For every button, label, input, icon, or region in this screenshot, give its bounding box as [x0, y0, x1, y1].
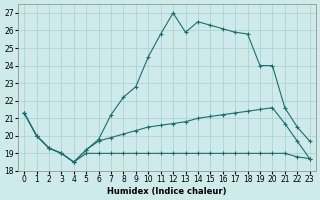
X-axis label: Humidex (Indice chaleur): Humidex (Indice chaleur) [107, 187, 227, 196]
